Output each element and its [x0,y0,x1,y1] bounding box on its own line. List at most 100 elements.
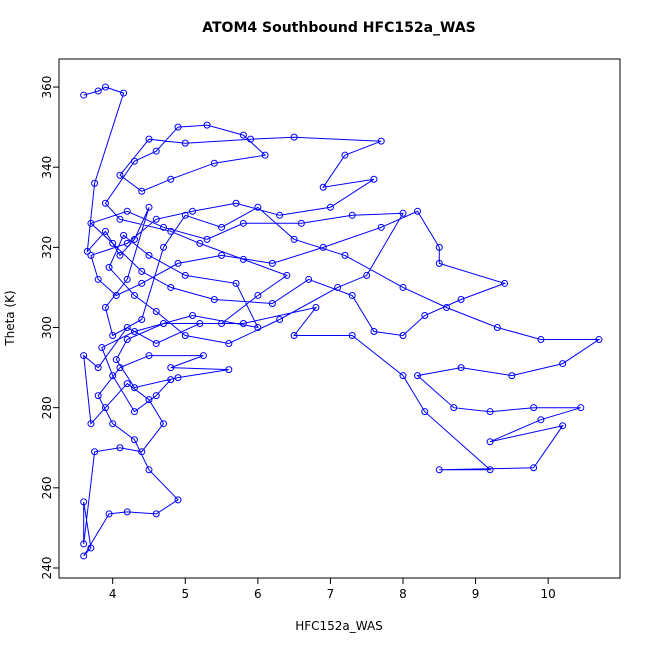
point [239,219,247,227]
point [232,199,240,207]
point [210,295,218,303]
point [370,175,378,183]
point [83,247,91,255]
point [174,496,182,504]
point [130,328,138,336]
point [457,295,465,303]
point [80,498,88,506]
point [123,275,131,283]
point [530,464,538,472]
point [486,438,494,446]
point [334,283,342,291]
point [239,320,247,328]
point [101,199,109,207]
point [120,231,128,239]
point [348,211,356,219]
point [363,271,371,279]
point [105,263,113,271]
point [138,187,146,195]
point [399,372,407,380]
point [123,324,131,332]
point [116,444,124,452]
x-tick-label: 6 [254,587,262,601]
point [508,372,516,380]
point [145,466,153,474]
point [199,352,207,360]
point [174,374,182,382]
point [290,133,298,141]
point [145,251,153,259]
point [435,243,443,251]
point [421,408,429,416]
point [239,255,247,263]
y-tick-label: 340 [40,156,54,179]
point [486,466,494,474]
point [414,207,422,215]
y-tick-label: 320 [40,236,54,259]
x-axis-label: HFC152a_WAS [295,619,383,633]
point [203,235,211,243]
point [537,416,545,424]
point [138,279,146,287]
point [123,207,131,215]
point [138,316,146,324]
point [276,211,284,219]
point [203,121,211,129]
point [160,320,168,328]
plot-frame [58,58,621,579]
point [87,420,95,428]
point [152,307,160,315]
point [174,123,182,131]
point [370,328,378,336]
point [377,223,385,231]
point [167,364,175,372]
point [109,332,117,340]
point [225,366,233,374]
point [559,360,567,368]
point [87,219,95,227]
point [94,87,102,95]
point [123,508,131,516]
x-tick-label: 5 [181,587,189,601]
x-tick-label: 9 [472,587,480,601]
point [450,404,458,412]
point [268,259,276,267]
point [297,219,305,227]
point [112,356,120,364]
point [268,299,276,307]
point [152,392,160,400]
point [290,235,298,243]
point [94,364,102,372]
x-tick-label: 10 [541,587,556,601]
point [218,223,226,231]
point [537,336,545,344]
y-tick-label: 280 [40,396,54,419]
point [167,376,175,384]
point [105,510,113,518]
point [145,135,153,143]
point [87,251,95,259]
point [174,259,182,267]
point [326,203,334,211]
point [101,303,109,311]
y-axis-label: Theta (K) [3,290,17,346]
point [98,344,106,352]
point [94,392,102,400]
point [112,291,120,299]
point [319,243,327,251]
point [130,291,138,299]
point [435,466,443,474]
point [152,215,160,223]
point [232,279,240,287]
point [247,135,255,143]
point [167,227,175,235]
point [145,203,153,211]
point [101,227,109,235]
point [218,320,226,328]
point [341,251,349,259]
point [283,271,291,279]
point [116,364,124,372]
point [101,404,109,412]
point [435,259,443,267]
